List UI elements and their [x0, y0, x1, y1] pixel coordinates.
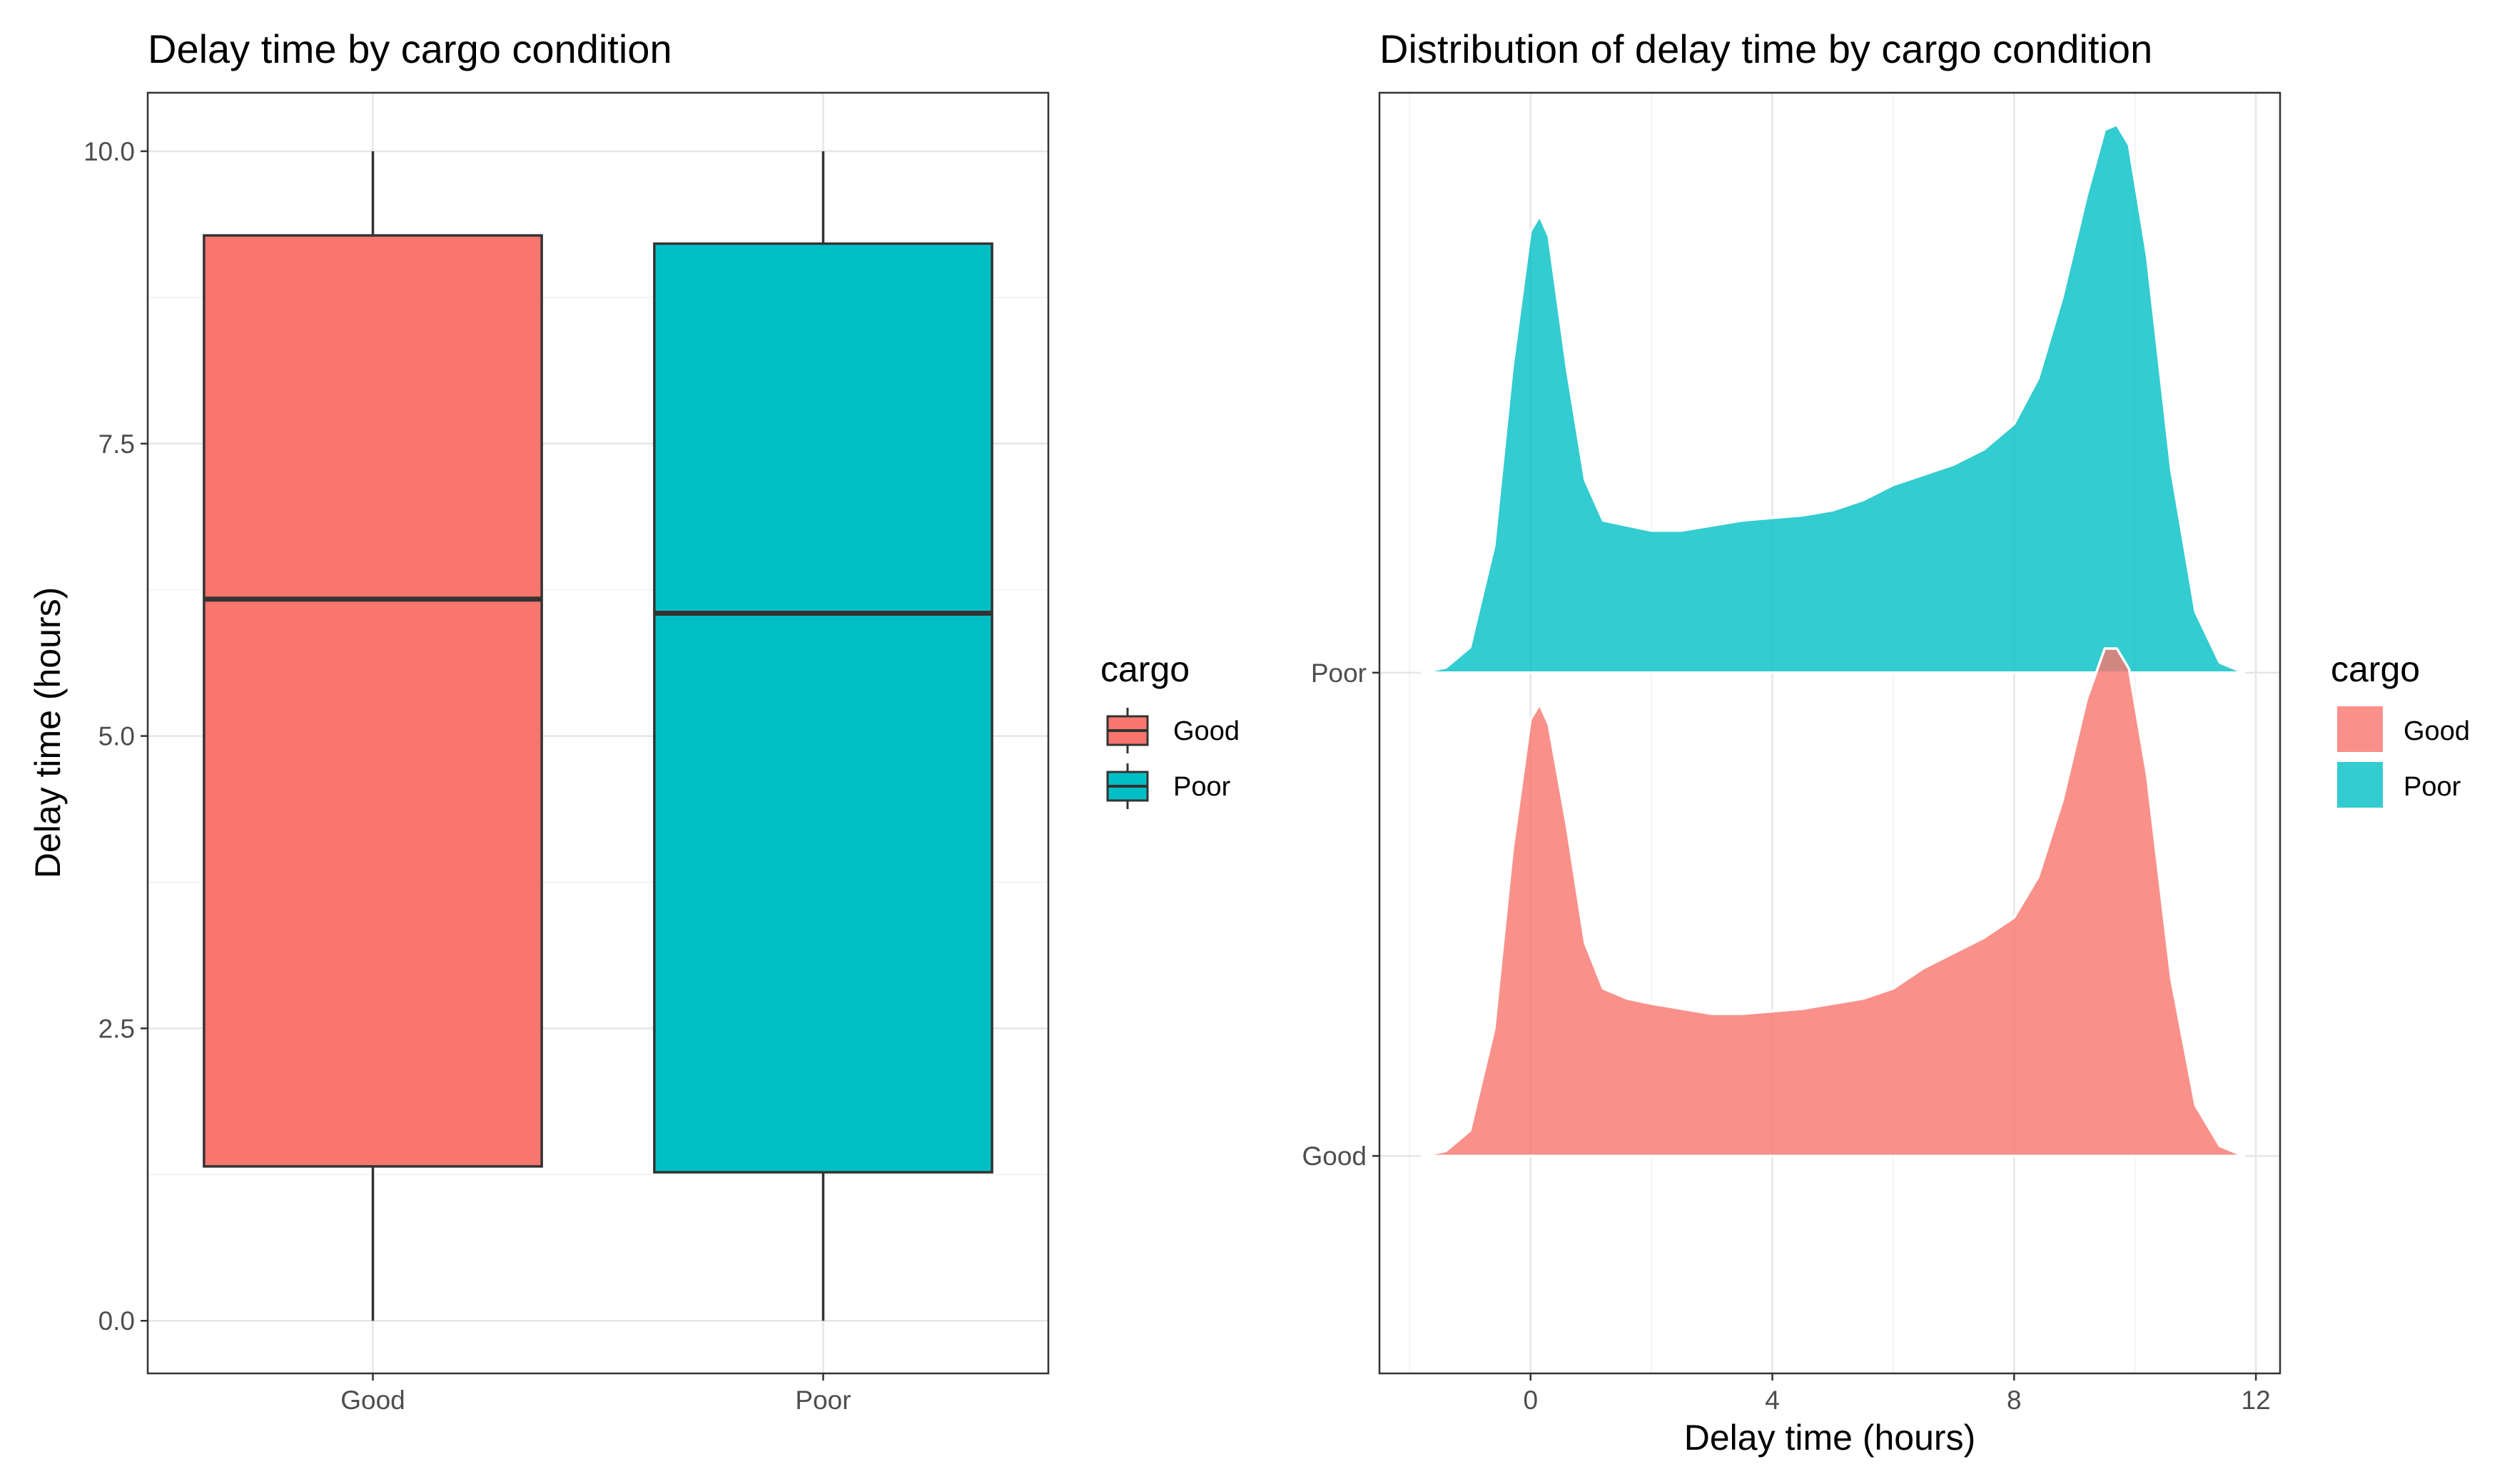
- ridgeline-x-axis-title: Delay time (hours): [1684, 1418, 1975, 1458]
- ridgeline-legend-label-good: Good: [2404, 716, 2470, 746]
- ridgeline-panel: Distribution of delay time by cargo cond…: [1302, 26, 2469, 1458]
- ridgeline-legend-key-good: [2337, 706, 2383, 752]
- y-tick-label: 7.5: [98, 430, 135, 459]
- boxplot-title: Delay time by cargo condition: [148, 26, 672, 71]
- ridgeline-axes: 0 4 8 12 Good Poor: [1302, 659, 2270, 1415]
- ridgeline-legend: cargo Good Poor: [2331, 649, 2470, 808]
- y-tick-label: 10.0: [83, 137, 135, 166]
- boxplot-y-axis-title: Delay time (hours): [28, 587, 68, 878]
- x-tick-label: Poor: [795, 1386, 851, 1415]
- boxplot-legend-key-good: [1106, 708, 1149, 753]
- boxplot-legend-key-poor: [1106, 763, 1149, 809]
- ridgeline-marks: [1420, 123, 2245, 1157]
- boxplot-panel: Delay time by cargo condition 0.0 2.5 5.0 7…: [28, 26, 1240, 1415]
- x-tick-label: Good: [340, 1386, 405, 1415]
- ridgeline-panel-border: [1378, 91, 2281, 1375]
- ridge-poor: [1420, 123, 2245, 674]
- box-rect: [653, 242, 993, 1174]
- x-tick-label: 0: [1523, 1386, 1538, 1415]
- box-good: [203, 151, 543, 1321]
- boxplot-legend-label-good: Good: [1173, 716, 1240, 746]
- y-tick-label: 2.5: [98, 1014, 135, 1043]
- boxplot-legend-title: cargo: [1100, 649, 1190, 689]
- x-tick-label: 4: [1765, 1386, 1780, 1415]
- ridge-good: [1420, 647, 2245, 1157]
- boxplot-panel-border: [146, 91, 1050, 1375]
- box-rect: [203, 234, 543, 1168]
- y-tick-label: Good: [1302, 1142, 1367, 1171]
- boxplot-marks: [203, 151, 993, 1321]
- x-tick-label: 12: [2242, 1386, 2271, 1415]
- y-tick-label: 5.0: [98, 722, 135, 751]
- y-tick-label: 0.0: [98, 1306, 135, 1336]
- ridgeline-title: Distribution of delay time by cargo cond…: [1379, 26, 2152, 71]
- boxplot-axes: 0.0 2.5 5.0 7.5 10.0 Good Poor: [83, 137, 851, 1415]
- boxplot-legend: cargo Good Poor: [1100, 649, 1240, 809]
- box-poor: [653, 151, 993, 1321]
- ridgeline-legend-key-poor: [2337, 762, 2383, 808]
- boxplot-legend-label-poor: Poor: [1173, 772, 1231, 802]
- ridgeline-legend-label-poor: Poor: [2404, 772, 2461, 802]
- ridgeline-legend-title: cargo: [2331, 649, 2420, 689]
- x-tick-label: 8: [2007, 1386, 2022, 1415]
- y-tick-label: Poor: [1311, 659, 1367, 688]
